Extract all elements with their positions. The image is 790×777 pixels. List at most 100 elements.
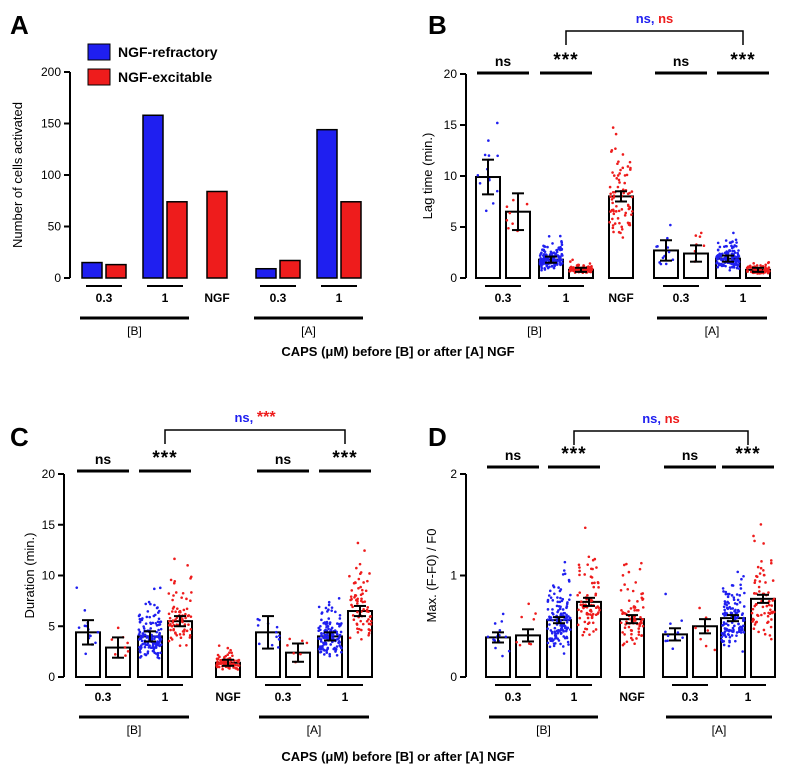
data-point-c xyxy=(152,614,156,618)
data-point-d xyxy=(557,639,561,642)
data-point-b xyxy=(611,191,615,194)
significance-label-b: ns xyxy=(495,53,512,69)
data-point-c xyxy=(154,646,158,649)
data-point-c xyxy=(356,602,359,605)
data-point-c xyxy=(178,644,182,647)
data-point-b xyxy=(630,210,634,213)
data-point-c xyxy=(187,623,190,626)
data-point-c xyxy=(149,627,153,630)
data-point-b xyxy=(763,270,767,274)
data-point-c xyxy=(185,629,189,633)
data-point-c xyxy=(153,637,156,641)
data-point-d xyxy=(764,581,767,584)
data-point-b xyxy=(737,249,740,252)
group-label-c: 0.3 xyxy=(275,690,292,704)
data-point-c xyxy=(116,626,120,630)
data-point-c xyxy=(138,613,142,617)
group-label-d: NGF xyxy=(619,690,644,704)
data-point-d xyxy=(577,563,581,567)
data-point-c xyxy=(215,665,219,669)
bracket-label-refractory-c: ns, xyxy=(234,410,256,425)
data-point-c xyxy=(317,647,321,651)
data-point-d xyxy=(567,643,570,646)
data-point-d xyxy=(698,606,701,610)
data-point-c xyxy=(337,636,341,639)
data-point-c xyxy=(326,646,330,650)
data-point-c xyxy=(338,641,342,644)
data-point-c xyxy=(156,642,160,646)
data-point-c xyxy=(361,592,364,595)
data-point-c xyxy=(275,625,279,629)
data-point-c xyxy=(335,638,338,641)
data-point-b xyxy=(658,261,661,264)
data-point-d xyxy=(722,643,726,647)
data-point-c xyxy=(144,602,148,606)
data-point-d xyxy=(724,592,728,596)
data-point-b xyxy=(611,126,615,129)
data-point-b xyxy=(512,198,515,202)
data-point-c xyxy=(335,645,339,648)
data-point-d xyxy=(755,620,758,624)
data-point-c xyxy=(235,667,239,670)
data-point-d xyxy=(551,599,555,602)
data-point-d xyxy=(669,622,672,625)
data-point-d xyxy=(769,625,773,629)
data-point-c xyxy=(159,620,163,624)
data-point-b xyxy=(589,265,592,269)
data-point-c xyxy=(363,600,367,603)
data-point-b xyxy=(552,266,556,270)
group-label-d: 0.3 xyxy=(682,690,699,704)
data-point-d xyxy=(757,630,760,634)
data-point-d xyxy=(739,587,743,590)
panel-letter-a: A xyxy=(10,10,29,40)
data-point-c xyxy=(224,661,228,665)
data-point-d xyxy=(728,635,732,639)
data-point-c xyxy=(328,654,332,658)
data-point-b xyxy=(715,260,719,264)
group-label-c: 1 xyxy=(342,690,349,704)
data-point-d xyxy=(587,555,591,559)
data-point-d xyxy=(583,620,587,624)
data-point-c xyxy=(157,609,161,613)
significance-label-c: ns xyxy=(95,451,112,467)
data-point-c xyxy=(329,628,333,631)
data-point-c xyxy=(145,615,149,619)
data-point-b xyxy=(569,260,572,263)
data-point-c xyxy=(167,592,171,595)
data-point-b xyxy=(615,204,618,208)
data-point-d xyxy=(498,628,502,632)
data-point-d xyxy=(590,599,594,602)
data-point-d xyxy=(734,639,737,643)
data-point-c xyxy=(356,627,359,630)
data-point-d xyxy=(546,641,550,645)
data-point-d xyxy=(564,629,568,633)
data-point-c xyxy=(320,611,324,614)
data-point-d xyxy=(581,633,585,637)
data-point-b xyxy=(617,160,620,163)
condition-label-b: [B] xyxy=(527,324,542,338)
data-point-d xyxy=(563,636,567,640)
data-point-d xyxy=(713,648,717,652)
data-point-b xyxy=(621,188,625,191)
data-point-c xyxy=(173,579,177,583)
data-point-d xyxy=(633,617,636,620)
data-point-c xyxy=(236,659,239,663)
data-point-d xyxy=(735,634,738,637)
data-point-d xyxy=(722,621,726,624)
data-point-d xyxy=(641,624,645,628)
data-point-c xyxy=(219,662,223,665)
data-point-c xyxy=(362,581,365,584)
data-point-c xyxy=(179,636,183,640)
data-point-b xyxy=(664,262,668,266)
data-point-b xyxy=(767,266,771,269)
data-point-d xyxy=(591,558,595,562)
data-point-b xyxy=(737,259,741,263)
y-tick-label-c: 15 xyxy=(42,518,56,532)
data-point-c xyxy=(152,650,156,653)
data-point-c xyxy=(324,641,328,645)
data-point-d xyxy=(735,611,739,614)
data-point-c xyxy=(182,608,186,612)
data-point-d xyxy=(553,592,556,596)
data-point-c xyxy=(188,636,192,639)
data-point-d xyxy=(559,642,562,646)
